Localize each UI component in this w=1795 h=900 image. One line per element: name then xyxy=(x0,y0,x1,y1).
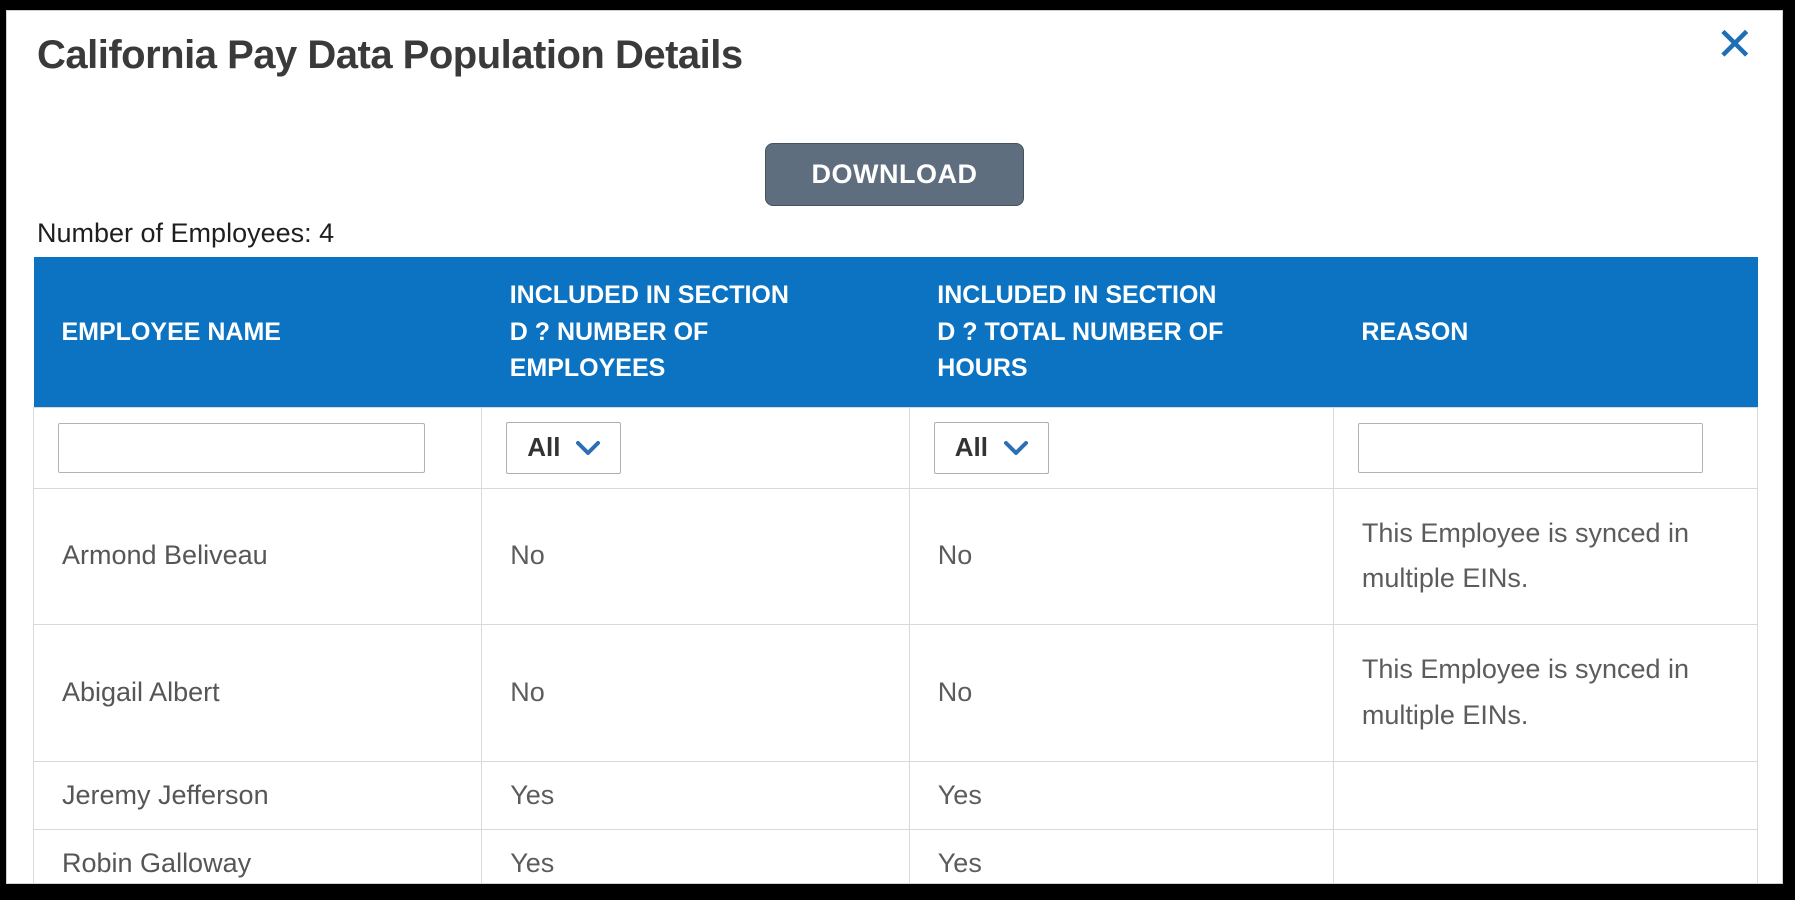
download-button[interactable]: DOWNLOAD xyxy=(764,143,1025,206)
table-row: Jeremy Jefferson Yes Yes xyxy=(32,761,1759,831)
table-row: Armond Beliveau No No This Employee is s… xyxy=(32,487,1759,626)
included-employees-filter-dropdown[interactable]: All xyxy=(506,421,622,474)
dropdown-selected-value: All xyxy=(954,432,989,463)
reason-cell xyxy=(1332,829,1759,883)
employee-name-cell: Abigail Albert xyxy=(32,624,483,763)
employee-name-filter-input[interactable] xyxy=(58,422,426,473)
table-row: Robin Galloway Yes Yes xyxy=(32,829,1759,883)
included-employees-cell: No xyxy=(481,624,910,763)
modal-header: California Pay Data Population Details ✕ xyxy=(7,11,1782,111)
reason-cell: This Employee is synced in multiple EINs… xyxy=(1332,624,1759,763)
column-header-included-employees: INCLUDED IN SECTION D ? NUMBER OF EMPLOY… xyxy=(481,257,910,407)
employee-name-cell: Jeremy Jefferson xyxy=(32,761,483,831)
chevron-down-icon xyxy=(1004,425,1029,471)
included-hours-cell: No xyxy=(908,487,1334,626)
included-hours-filter-dropdown[interactable]: All xyxy=(933,421,1050,474)
included-employees-cell: No xyxy=(481,487,910,626)
employee-count-label: Number of Employees: 4 xyxy=(37,218,335,248)
table-header-row: EMPLOYEE NAME INCLUDED IN SECTION D ? NU… xyxy=(33,257,1758,407)
filter-row: All All xyxy=(32,406,1759,489)
employee-name-cell: Armond Beliveau xyxy=(32,487,483,626)
column-header-reason: REASON xyxy=(1333,257,1758,407)
included-hours-cell: Yes xyxy=(908,829,1334,883)
reason-cell: This Employee is synced in multiple EINs… xyxy=(1332,487,1759,626)
close-icon[interactable]: ✕ xyxy=(1715,18,1754,70)
included-employees-cell: Yes xyxy=(481,829,910,883)
reason-cell xyxy=(1332,761,1759,831)
table-row: Abigail Albert No No This Employee is sy… xyxy=(32,624,1759,763)
california-pay-data-modal: California Pay Data Population Details ✕… xyxy=(6,10,1783,884)
included-hours-cell: Yes xyxy=(908,761,1334,831)
button-row: DOWNLOAD xyxy=(7,143,1782,206)
column-header-included-hours: INCLUDED IN SECTION D ? TOTAL NUMBER OF … xyxy=(909,257,1334,407)
column-header-employee-name: EMPLOYEE NAME xyxy=(33,257,482,407)
employee-name-cell: Robin Galloway xyxy=(32,829,483,883)
employee-table: EMPLOYEE NAME INCLUDED IN SECTION D ? NU… xyxy=(32,257,1759,883)
dropdown-selected-value: All xyxy=(527,432,561,463)
chevron-down-icon xyxy=(576,425,601,471)
reason-filter-input[interactable] xyxy=(1357,422,1703,473)
included-hours-cell: No xyxy=(908,624,1334,763)
page-title: California Pay Data Population Details xyxy=(37,33,743,77)
included-employees-cell: Yes xyxy=(481,761,910,831)
